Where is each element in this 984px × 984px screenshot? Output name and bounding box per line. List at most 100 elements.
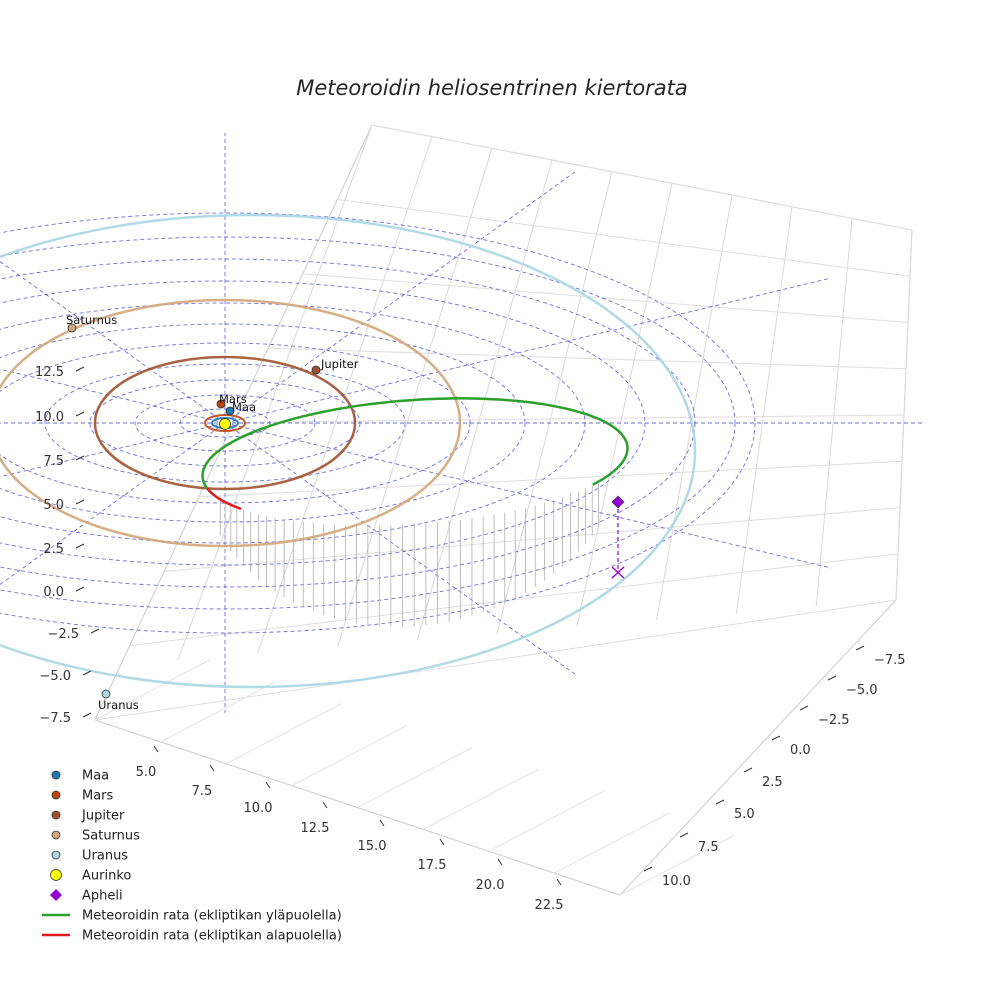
y-tick-mark — [679, 832, 689, 838]
pane-vertical-gridline — [735, 206, 793, 614]
z-tick-mark — [75, 455, 85, 461]
z-tick-mark — [90, 628, 100, 634]
y-tick-mark — [743, 767, 753, 773]
planet-marker-maa — [225, 406, 235, 416]
reference-ring — [0, 212, 756, 634]
planet-label-maa: Maa — [232, 400, 256, 414]
tick-labels: −7.5 −5.0 −2.5 0.0 2.5 5.0 7.5 10.0 12.5 5.0 7.5 10… — [35, 365, 906, 913]
z-tick-mark — [75, 543, 85, 549]
orbit-uranus — [0, 213, 697, 689]
y-tick-label: −2.5 — [818, 713, 850, 728]
x-tick-label: 20.0 — [476, 878, 505, 893]
y-tick-mark — [827, 675, 837, 681]
x-tick-mark — [209, 764, 215, 772]
z-tick-label: 0.0 — [43, 585, 64, 600]
legend-label: Uranus — [82, 849, 128, 864]
pane-grid — [94, 124, 913, 896]
pane-vertical-gridline — [656, 194, 733, 621]
z-tick-mark — [75, 586, 85, 592]
y-tick-mark — [643, 866, 653, 872]
x-tick-label: 17.5 — [418, 858, 447, 873]
sun-marker — [219, 418, 231, 430]
orbit-jupiter — [93, 355, 357, 491]
planet-marker-jupiter — [311, 365, 321, 375]
y-tick-label: 0.0 — [790, 743, 811, 758]
reference-ring — [0, 323, 526, 523]
pane-edge — [619, 599, 897, 896]
pane-vertical-gridline — [496, 171, 613, 634]
orbit-drop-lines — [219, 481, 599, 627]
z-tick-mark — [75, 499, 85, 505]
pane-horizontal-gridline — [198, 460, 903, 498]
reference-spoke — [224, 171, 576, 424]
pane-horizontal-gridline — [302, 273, 909, 323]
planet-marker-uranus — [101, 689, 111, 699]
z-tick-label: 5.0 — [43, 498, 64, 513]
planet-orbits — [0, 213, 697, 689]
planet-marker-saturnus — [67, 323, 77, 333]
floor-gridline — [94, 659, 210, 721]
floor-gridline — [160, 681, 276, 743]
legend-label: Maa — [82, 769, 109, 784]
legend-marker — [50, 869, 62, 881]
x-tick-mark — [439, 838, 445, 846]
meteoroid-orbit-below-ecliptic — [206, 487, 242, 511]
legend-marker — [51, 830, 61, 840]
x-tick-label: 7.5 — [192, 784, 213, 799]
pane-horizontal-gridline — [164, 507, 901, 572]
pane-horizontal-gridline — [233, 414, 905, 423]
z-tick-mark — [75, 366, 85, 372]
z-tick-label: −2.5 — [47, 627, 79, 642]
orbit-mars — [204, 414, 246, 432]
reference-spoke — [224, 422, 576, 675]
aphelion-ecliptic-projection-marker — [611, 566, 625, 579]
pane-vertical-gridline — [177, 124, 373, 661]
x-tick-mark — [322, 801, 328, 809]
legend-marker — [51, 850, 61, 860]
z-tick-label: 12.5 — [35, 365, 64, 380]
z-tick-label: 7.5 — [43, 454, 64, 469]
z-tick-label: 2.5 — [43, 542, 64, 557]
y-tick-label: −7.5 — [874, 653, 906, 668]
pane-horizontal-gridline — [129, 553, 899, 647]
y-tick-mark — [715, 799, 725, 805]
meteoroid-orbit — [201, 397, 629, 511]
y-tick-label: 5.0 — [734, 807, 755, 822]
ecliptic-reference-grid — [0, 133, 925, 713]
x-tick-mark — [497, 858, 503, 866]
reference-spoke — [224, 422, 832, 569]
legend-label: Saturnus — [82, 829, 140, 844]
planet-marker-mars — [216, 399, 226, 409]
planet-label-mars: Mars — [219, 392, 247, 406]
reference-ring — [0, 302, 586, 544]
y-tick-mark — [771, 735, 781, 741]
x-tick-label: 22.5 — [535, 898, 564, 913]
meteoroid-orbit-above-ecliptic — [201, 397, 629, 491]
aphelion-marker — [611, 495, 625, 509]
reference-spoke — [0, 422, 226, 586]
pane-vertical-gridline — [337, 148, 493, 647]
pane-horizontal-gridline — [371, 124, 913, 231]
legend-label: Aurinko — [82, 869, 131, 884]
floor-gridline — [488, 790, 604, 852]
z-tick-label: −7.5 — [39, 711, 71, 726]
x-tick-label: 10.0 — [244, 801, 273, 816]
z-tick-label: 10.0 — [35, 410, 64, 425]
floor-gridline — [291, 725, 407, 787]
floor-gridline — [422, 768, 539, 830]
floor-gridline — [226, 703, 342, 765]
z-tick-label: −5.0 — [39, 669, 71, 684]
z-tick-mark — [82, 712, 92, 718]
pane-horizontal-gridline — [337, 198, 911, 277]
x-tick-mark — [379, 819, 385, 827]
pane-horizontal-gridline — [94, 599, 897, 721]
floor-gridline — [357, 747, 473, 808]
y-tick-label: 10.0 — [662, 874, 691, 889]
planet-label-jupiter: Jupiter — [320, 357, 359, 371]
legend-label: Meteoroidin rata (ekliptikan alapuolella… — [82, 929, 342, 944]
legend-marker — [51, 790, 61, 800]
y-tick-mark — [799, 705, 809, 711]
floor-gridline — [619, 834, 735, 896]
